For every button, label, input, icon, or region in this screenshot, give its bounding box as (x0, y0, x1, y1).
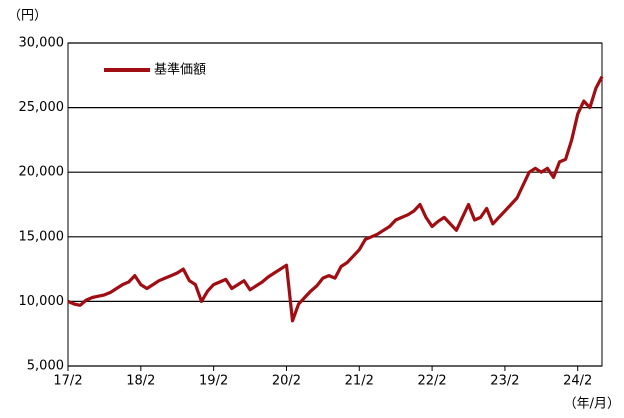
y-tick-label: 30,000 (19, 36, 65, 51)
y-axis-label: （円） (8, 9, 47, 24)
y-tick-label: 5,000 (27, 359, 64, 374)
data-line (67, 75, 604, 323)
y-tick-label: 10,000 (19, 294, 65, 309)
x-tick-label: 21/2 (345, 374, 374, 389)
x-tick-label: 22/2 (417, 374, 446, 389)
x-axis-label: （年/月） (564, 397, 620, 412)
y-tick-label: 20,000 (19, 165, 65, 180)
x-tick-label: 24/2 (563, 374, 592, 389)
x-tick-label: 19/2 (199, 374, 228, 389)
y-tick-label: 15,000 (19, 229, 65, 244)
x-tick-label: 23/2 (490, 374, 519, 389)
x-tick-label: 17/2 (53, 374, 82, 389)
x-tick-label: 20/2 (272, 374, 301, 389)
plot-area (67, 42, 603, 367)
x-tick-label: 18/2 (126, 374, 155, 389)
legend-label: 基準価額 (154, 62, 206, 78)
y-tick-label: 25,000 (19, 100, 65, 115)
